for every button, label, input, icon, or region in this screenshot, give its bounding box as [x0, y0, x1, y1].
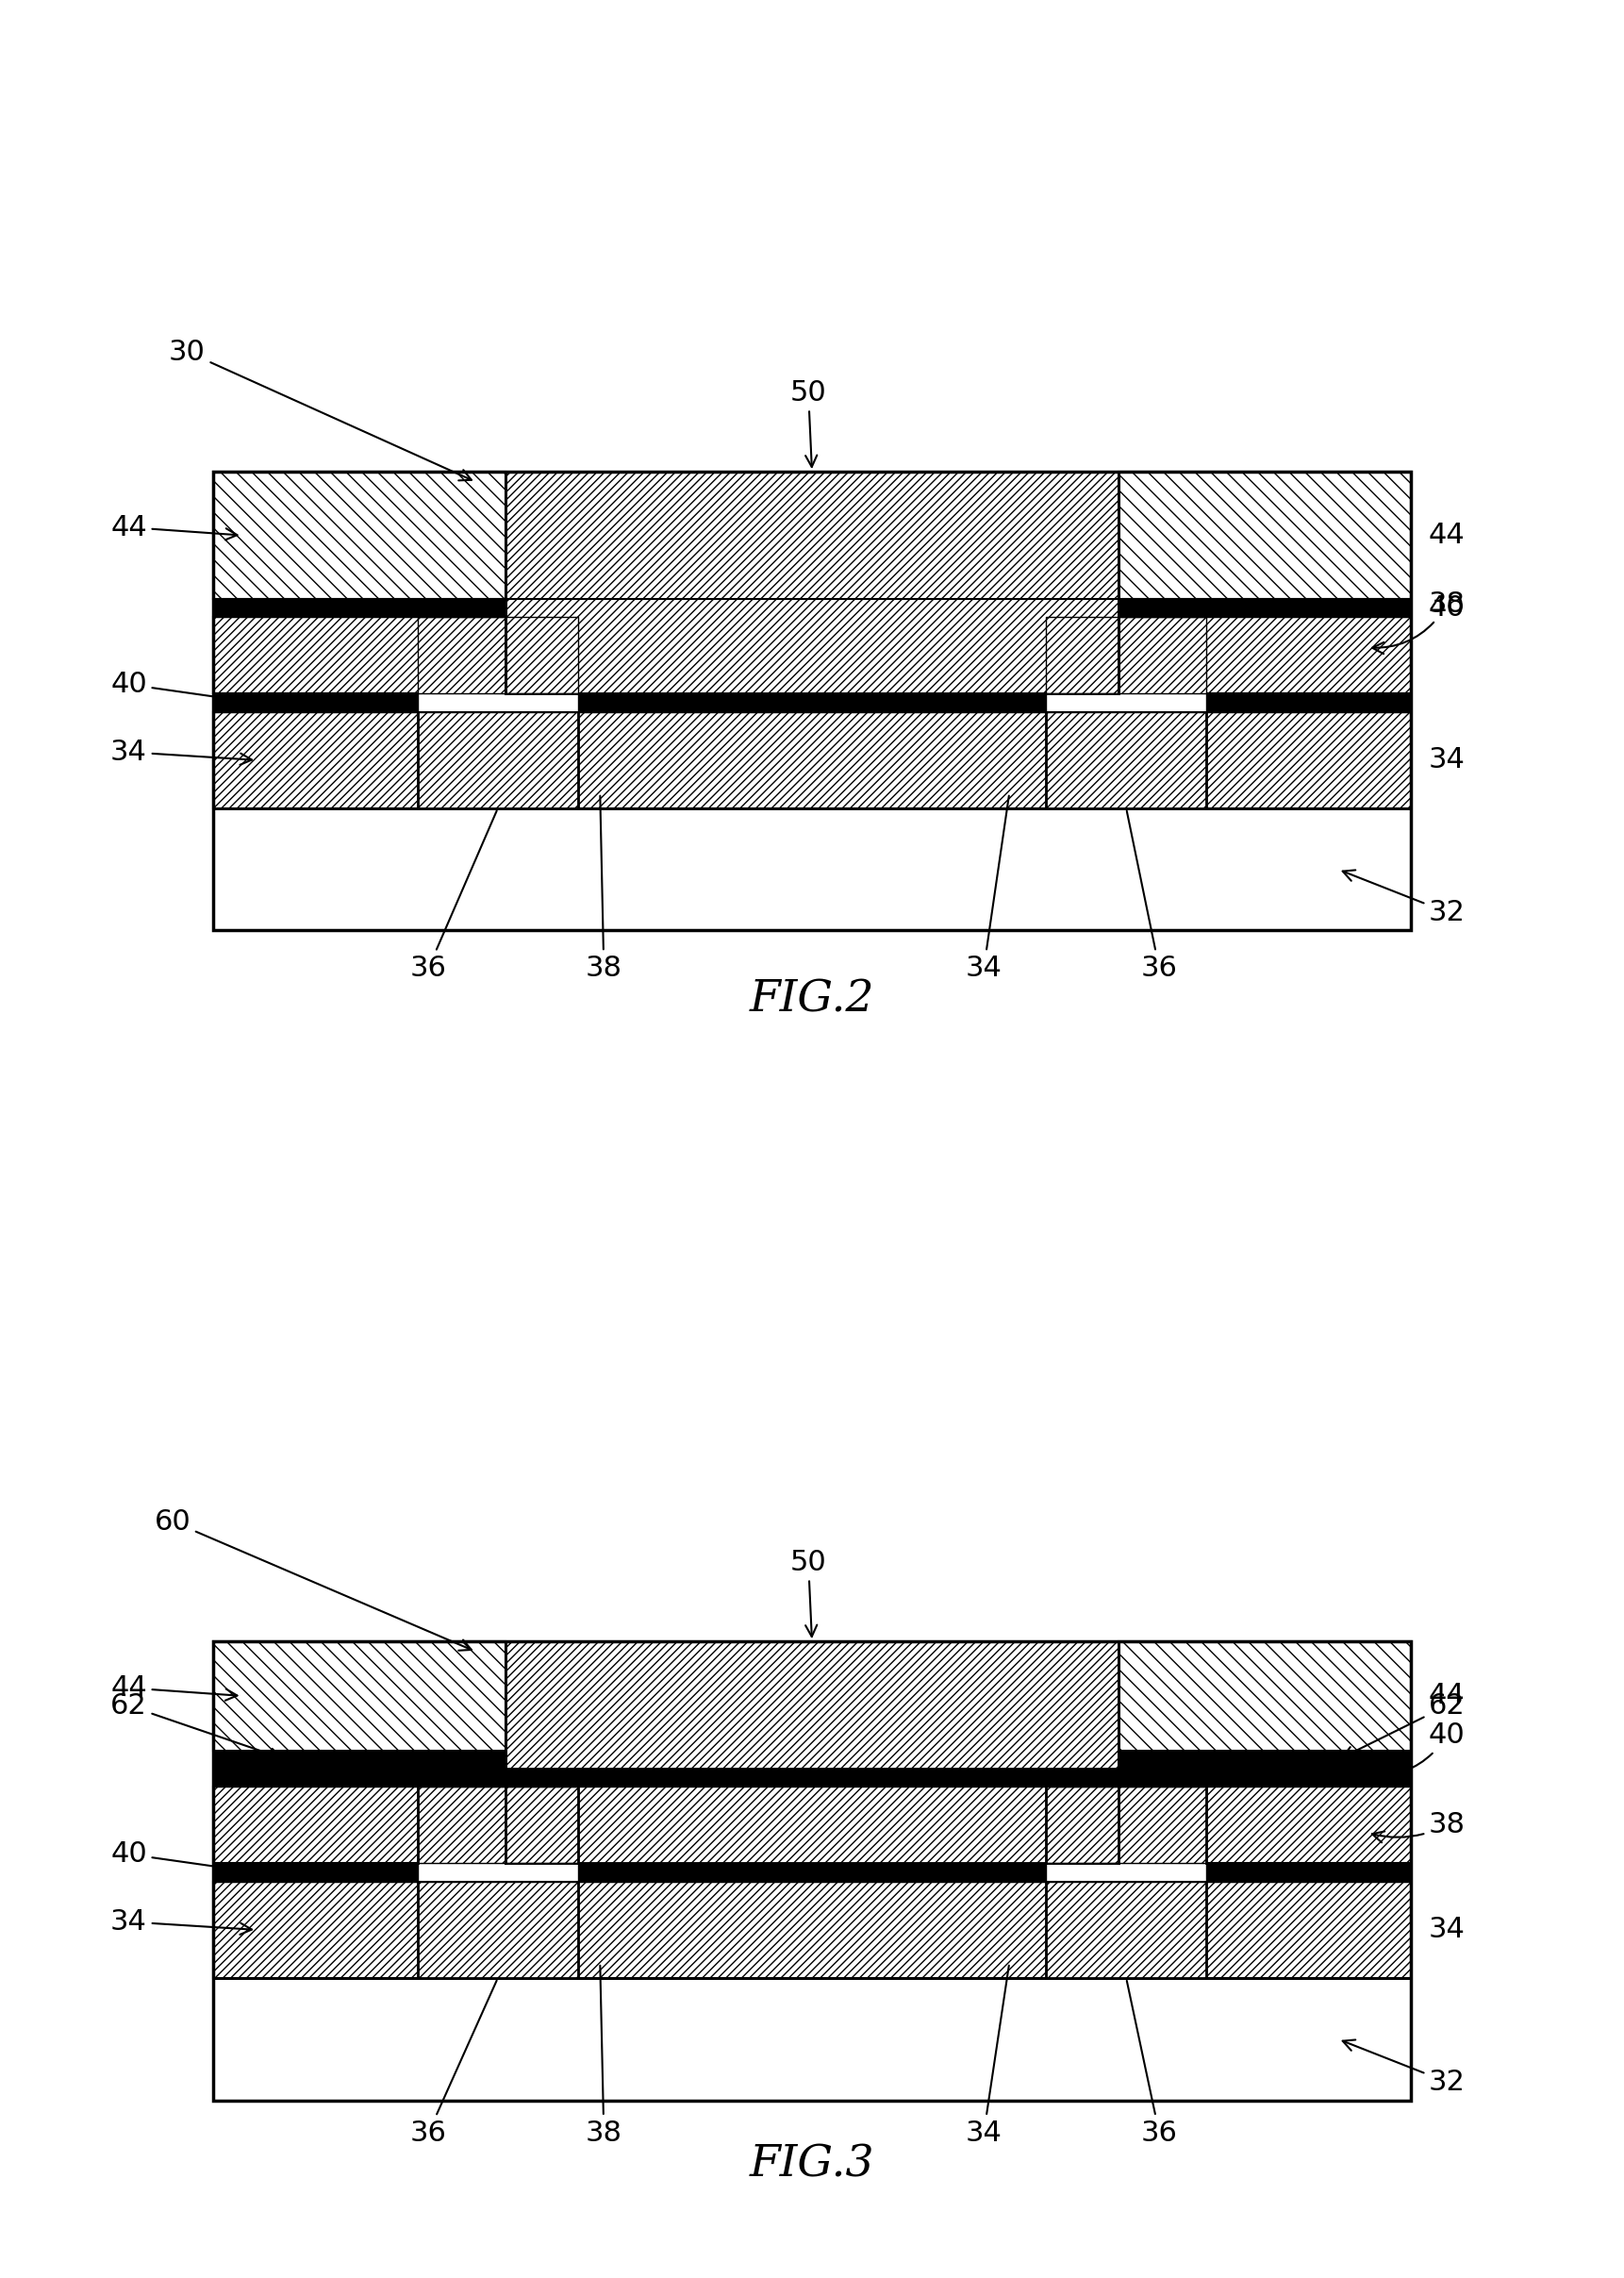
Text: 40: 40	[110, 1841, 252, 1875]
Bar	[213, 1786, 1411, 1863]
Text: FIG.3: FIG.3	[749, 2144, 875, 2187]
Text: 44: 44	[1429, 1681, 1465, 1708]
Text: 38: 38	[1372, 590, 1465, 654]
Text: 44: 44	[110, 513, 237, 540]
Text: 44: 44	[1429, 522, 1465, 549]
Bar	[213, 1642, 505, 1750]
Bar	[417, 711, 578, 809]
Text: 34: 34	[110, 738, 252, 765]
Text: 40: 40	[1372, 1722, 1465, 1781]
Bar	[417, 617, 578, 693]
Text: 62: 62	[110, 1693, 281, 1759]
Bar	[505, 472, 1119, 693]
Text: 62: 62	[1343, 1693, 1465, 1756]
Bar	[1046, 617, 1207, 693]
Text: 50: 50	[791, 1549, 827, 1636]
Bar	[213, 1642, 1411, 2100]
Bar	[1046, 1786, 1207, 1863]
Text: 50: 50	[791, 378, 827, 467]
Bar	[213, 711, 1411, 809]
Text: 30: 30	[169, 337, 471, 481]
Bar	[213, 472, 1411, 929]
Bar	[417, 1882, 578, 1977]
Text: 40: 40	[1429, 595, 1465, 622]
Text: 36: 36	[409, 811, 497, 982]
Bar	[1046, 1882, 1207, 1977]
Text: 36: 36	[1127, 811, 1177, 982]
Text: 40: 40	[110, 670, 252, 706]
Text: 38: 38	[586, 1966, 622, 2146]
Bar	[213, 1882, 1411, 1977]
Bar	[417, 1786, 578, 1863]
Bar	[213, 809, 1411, 929]
Text: 38: 38	[1372, 1811, 1465, 1843]
Text: 34: 34	[966, 795, 1009, 982]
Bar	[505, 1642, 1119, 1863]
Bar	[1046, 711, 1207, 809]
Text: 38: 38	[586, 795, 622, 982]
Text: 60: 60	[154, 1508, 471, 1652]
Text: 36: 36	[1127, 1980, 1177, 2146]
Bar	[213, 617, 1411, 693]
Text: 32: 32	[1343, 2039, 1465, 2096]
Text: 34: 34	[1429, 1916, 1465, 1943]
Bar	[1119, 1642, 1411, 1750]
Text: 32: 32	[1343, 870, 1465, 925]
Bar	[213, 1977, 1411, 2100]
Text: 34: 34	[110, 1909, 252, 1936]
Text: FIG.2: FIG.2	[749, 980, 875, 1021]
Bar	[1119, 472, 1411, 599]
Text: 44: 44	[110, 1674, 237, 1702]
Bar	[213, 472, 505, 599]
Text: 36: 36	[409, 1980, 497, 2146]
Text: 34: 34	[1429, 747, 1465, 775]
Text: 34: 34	[966, 1966, 1009, 2146]
